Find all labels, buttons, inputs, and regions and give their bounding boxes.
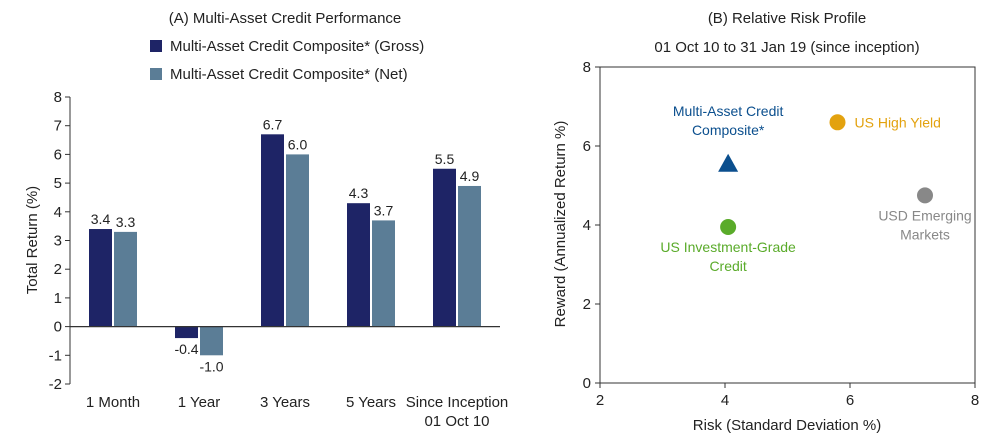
legend-label-gross: Multi-Asset Credit Composite* (Gross) — [170, 38, 424, 55]
point-label: Markets — [900, 226, 950, 242]
chart-b-y-tick-label: 6 — [583, 138, 591, 155]
point-label: Composite* — [692, 122, 765, 138]
chart-b-y-tick-label: 2 — [583, 296, 591, 313]
data-label-gross: 5.5 — [435, 151, 455, 167]
point-marker-triangle — [718, 153, 739, 172]
chart-a-x-tick-label: 3 Years — [260, 394, 310, 411]
chart-a-x-tick-label: 01 Oct 10 — [424, 413, 489, 430]
chart-b-x-tick-label: 2 — [596, 392, 604, 409]
chart-a-x-tick-label: 1 Month — [86, 394, 140, 411]
chart-a-y-tick-label: 6 — [54, 146, 62, 163]
chart-a-y-tick-label: -1 — [49, 347, 62, 364]
point-label: Credit — [709, 258, 746, 274]
chart-a-y-tick-label: 8 — [54, 89, 62, 106]
chart-b-x-tick-label: 4 — [721, 392, 729, 409]
chart-a-y-tick-label: 2 — [54, 261, 62, 278]
point-label: USD Emerging — [878, 207, 971, 223]
bar-gross — [347, 203, 370, 327]
chart-b-title: (B) Relative Risk Profile — [708, 10, 866, 27]
data-label-gross: 3.4 — [91, 211, 111, 227]
bar-net — [372, 220, 395, 327]
chart-b-y-tick-label: 8 — [583, 59, 591, 76]
chart-b-y-tick-label: 0 — [583, 375, 591, 392]
chart-a-y-tick-label: 3 — [54, 233, 62, 250]
bar-net — [200, 326, 223, 356]
data-label-gross: -0.4 — [174, 341, 198, 357]
data-label-net: 3.3 — [116, 214, 136, 230]
chart-b-y-axis-label: Reward (Annualized Return %) — [552, 121, 569, 328]
bar-gross — [175, 326, 198, 339]
chart-b-y-tick-label: 4 — [583, 217, 591, 234]
point-marker-circle — [720, 218, 737, 235]
point-label: US High Yield — [855, 114, 941, 130]
data-label-net: 4.9 — [460, 168, 480, 184]
chart-b-subtitle: 01 Oct 10 to 31 Jan 19 (since inception) — [654, 39, 919, 56]
bar-gross — [433, 168, 456, 327]
data-label-net: 3.7 — [374, 202, 394, 218]
chart-a-y-tick-label: 7 — [54, 118, 62, 135]
chart-a-x-tick-label: 1 Year — [178, 394, 221, 411]
data-label-net: -1.0 — [199, 358, 223, 374]
chart-a-title: (A) Multi-Asset Credit Performance — [169, 10, 402, 27]
legend-label-net: Multi-Asset Credit Composite* (Net) — [170, 66, 408, 83]
data-label-gross: 4.3 — [349, 185, 369, 201]
chart-b-x-tick-label: 8 — [971, 392, 979, 409]
point-label: Multi-Asset Credit — [673, 103, 784, 119]
legend-swatch-gross — [150, 40, 162, 52]
chart-b-x-axis-label: Risk (Standard Deviation %) — [693, 417, 881, 434]
chart-a-y-tick-label: 0 — [54, 319, 62, 336]
point-marker-circle — [829, 114, 846, 131]
chart-b-x-tick-label: 6 — [846, 392, 854, 409]
chart-a-x-tick-label: Since Inception — [406, 394, 509, 411]
chart-a-y-axis-label: Total Return (%) — [24, 186, 41, 294]
data-label-net: 6.0 — [288, 136, 308, 152]
chart-a-y-tick-label: 5 — [54, 175, 62, 192]
data-label-gross: 6.7 — [263, 116, 283, 132]
chart-a-x-tick-label: 5 Years — [346, 394, 396, 411]
bar-net — [114, 231, 137, 327]
chart-a-y-tick-label: -2 — [49, 376, 62, 393]
point-marker-circle — [917, 187, 933, 204]
bar-gross — [89, 229, 112, 327]
legend-swatch-net — [150, 68, 162, 80]
bar-gross — [261, 134, 284, 327]
bar-net — [458, 185, 481, 327]
point-label: US Investment-Grade — [660, 239, 796, 255]
chart-a-y-tick-label: 1 — [54, 290, 62, 307]
chart-a-y-tick-label: 4 — [54, 204, 62, 221]
bar-net — [286, 154, 309, 327]
